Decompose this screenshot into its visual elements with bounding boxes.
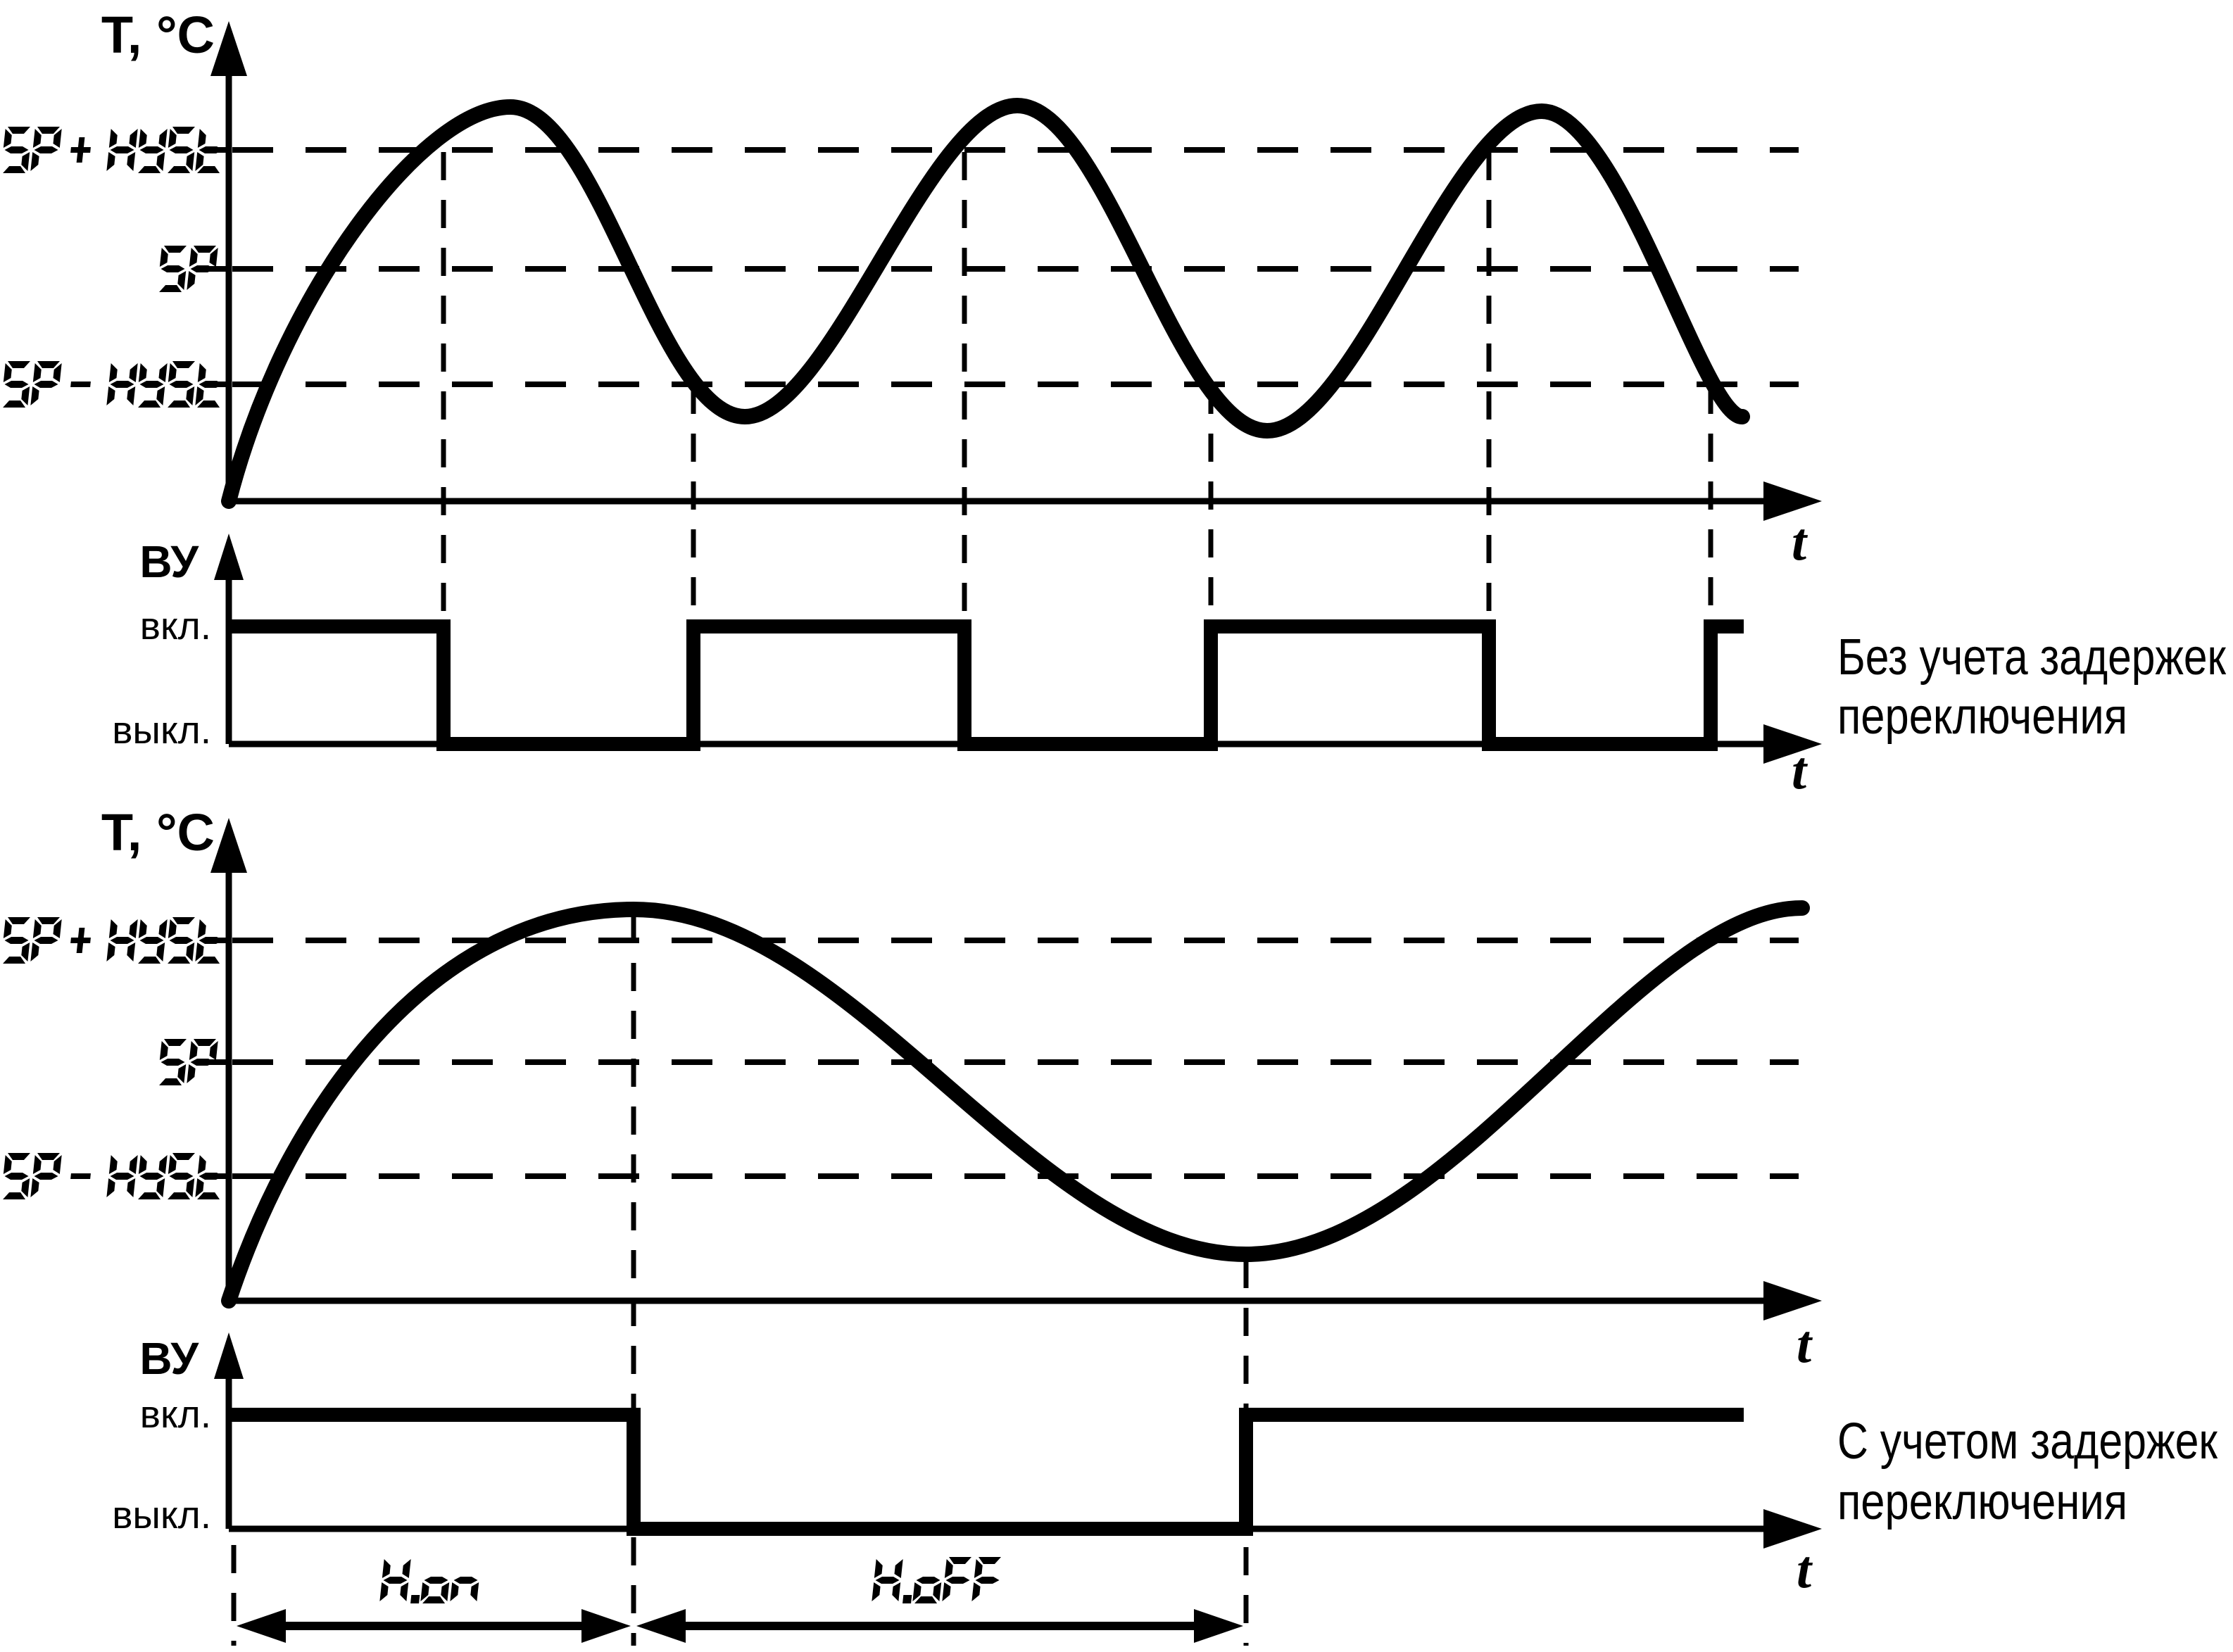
panel1-temp-x-axis-arrow-icon [1763,481,1822,521]
panel2-output-plot: ВУ вкл. выкл. t [112,1332,1822,1599]
panel2-delay-dimensions [237,1557,1243,1643]
hon-delay-label [379,1559,479,1603]
panel1-temp-y-axis-arrow-icon [210,21,247,76]
panel1-output-signal [229,619,1744,751]
hoff-arrow-left-icon [636,1609,686,1643]
panel1-caption-line2: переключения [1837,688,2127,745]
panel2-caption-line1: С учетом задержек [1837,1413,2218,1470]
panel1-output-y-axis-title: ВУ [139,536,199,587]
panel1-output-x-axis-arrow-icon [1763,724,1822,764]
panel1-label-sp [159,246,218,292]
panel2-label-sp-plus-hyst [3,917,223,964]
panel1-output-plot: ВУ вкл. выкл. t [112,534,1822,800]
panel2-label-sp-minus-hyst [3,1153,223,1199]
panel2-label-sp [159,1039,218,1085]
panel2-temp-x-axis-arrow-icon [1763,1281,1822,1320]
panel2-temp-y-axis-title: T, °C [101,803,215,862]
panel1-temperature-curve [221,97,1750,509]
panel1-off-state-label: выкл. [112,708,211,752]
panel2-temp-y-axis-arrow-icon [210,818,247,873]
panel1-temp-x-axis-label: t [1792,512,1809,572]
hon-arrow-left-icon [237,1609,286,1643]
panel2-temp-plot: T, °C t [3,803,1822,1646]
panel2-caption-line2: переключения [1837,1474,2127,1530]
panel1-temp-plot: T, °C t [3,6,1822,623]
panel2-output-x-axis-arrow-icon [1763,1509,1822,1549]
panel2-temperature-curve [221,900,1810,1309]
hoff-arrow-right-icon [1194,1609,1243,1643]
panel1-caption-line1: Без учета задержек [1837,629,2226,686]
hon-arrow-right-icon [581,1609,631,1643]
panel1-on-state-label: вкл. [140,604,211,648]
panel2-on-state-label: вкл. [140,1392,211,1436]
panel1-temp-y-axis-title: T, °C [101,6,215,64]
panel2-output-x-axis-label: t [1797,1540,1813,1599]
panel1-label-sp-minus-hyst [3,361,223,408]
hoff-delay-label [872,1557,1001,1603]
panel2: T, °C t ВУ вкл. [3,803,2218,1646]
panel1-label-sp-plus-hyst [3,127,223,173]
panel2-temp-x-axis-label: t [1797,1315,1813,1374]
panel2-output-signal [229,1408,1744,1536]
panel2-output-y-axis-title: ВУ [139,1333,199,1384]
panel1: T, °C t ВУ [3,6,2226,800]
panel2-off-state-label: выкл. [112,1493,211,1537]
panel2-output-y-axis-arrow-icon [214,1332,244,1379]
panel1-output-x-axis-label: t [1792,741,1809,800]
panel1-output-y-axis-arrow-icon [214,534,244,580]
